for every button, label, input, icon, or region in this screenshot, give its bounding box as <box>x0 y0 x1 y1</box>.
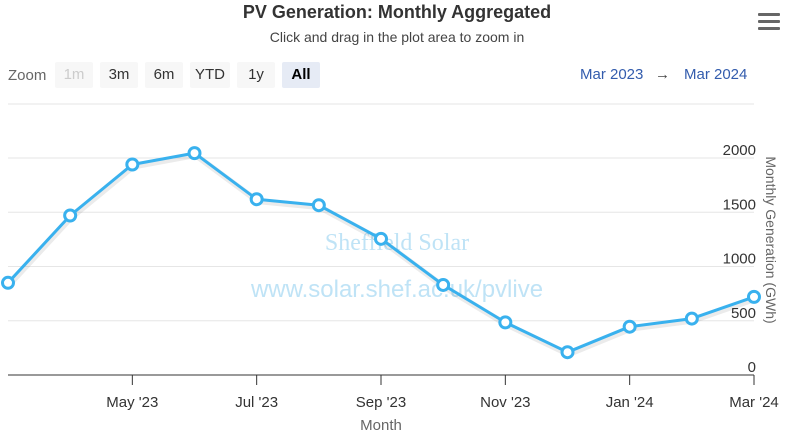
zoom-1y-button[interactable]: 1y <box>237 62 275 88</box>
chart-subtitle: Click and drag in the plot area to zoom … <box>269 29 525 45</box>
menu-bar-line <box>758 27 780 30</box>
zoom-6m-button[interactable]: 6m <box>145 62 183 88</box>
data-point <box>374 231 388 246</box>
data-point <box>436 277 451 292</box>
y-tick-label: 2000 <box>723 142 756 159</box>
menu-bar-line <box>758 13 780 16</box>
y-tick-label: 0 <box>748 359 756 376</box>
series-line <box>6 151 755 354</box>
data-point <box>63 208 78 223</box>
data-point <box>249 192 264 207</box>
range-to-input[interactable]: Mar 2024 <box>684 66 748 83</box>
x-tick-label: Jan '24 <box>606 394 654 411</box>
zoom-label: Zoom <box>8 67 47 84</box>
data-point <box>187 146 202 161</box>
range-from-input[interactable]: Mar 2023 <box>580 66 644 83</box>
zoom-3m-button[interactable]: 3m <box>100 62 138 88</box>
y-axis-title: Monthly Generation (GWh) <box>763 156 779 323</box>
watermark-url: www.solar.shef.ac.uk/pvlive <box>250 276 544 303</box>
data-point <box>498 315 513 330</box>
data-point <box>622 319 637 334</box>
data-point <box>311 198 326 213</box>
menu-bar-line <box>758 20 780 23</box>
zoom-all-button[interactable]: All <box>282 62 320 88</box>
y-tick-label: 1000 <box>723 251 756 268</box>
x-tick-label: Jul '23 <box>235 394 278 411</box>
data-point <box>684 311 699 326</box>
hamburger-menu-icon[interactable] <box>758 13 780 31</box>
range-arrow: → <box>655 66 670 83</box>
data-point <box>1 275 15 290</box>
x-tick-label: Mar '24 <box>729 394 779 411</box>
data-point <box>125 157 140 172</box>
x-tick-label: May '23 <box>106 394 158 411</box>
zoom-1m-button[interactable]: 1m <box>55 62 93 88</box>
zoom-ytd-button[interactable]: YTD <box>190 62 230 88</box>
chart-title: PV Generation: Monthly Aggregated <box>242 2 552 22</box>
data-point <box>747 289 761 304</box>
data-point <box>560 345 575 360</box>
y-tick-label: 1500 <box>723 196 756 213</box>
y-tick-label: 500 <box>731 305 756 322</box>
x-tick-label: Nov '23 <box>480 394 530 411</box>
x-tick-label: Sep '23 <box>356 394 406 411</box>
x-axis-title: Month <box>360 417 402 434</box>
